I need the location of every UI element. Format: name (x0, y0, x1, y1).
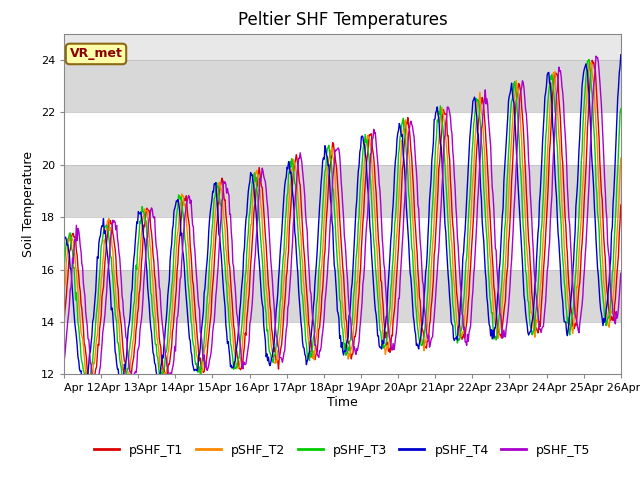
pSHF_T1 (128, 363, 136, 369)
pSHF_T4 (411, 327, 419, 333)
pSHF_T5 (70, 246, 78, 252)
pSHF_T4 (617, 52, 625, 58)
pSHF_T2 (185, 245, 193, 251)
pSHF_T2 (86, 382, 94, 388)
pSHF_T5 (428, 337, 435, 343)
pSHF_T4 (128, 286, 136, 292)
X-axis label: Time: Time (327, 396, 358, 409)
pSHF_T3 (60, 264, 68, 269)
pSHF_T3 (185, 286, 193, 291)
Bar (64, 270, 621, 322)
pSHF_T5 (92, 383, 100, 389)
Bar (64, 217, 621, 270)
pSHF_T2 (428, 268, 435, 274)
pSHF_T5 (214, 264, 222, 270)
pSHF_T4 (185, 326, 193, 332)
pSHF_T3 (214, 183, 222, 189)
Line: pSHF_T1: pSHF_T1 (64, 60, 621, 386)
pSHF_T2 (411, 253, 419, 259)
pSHF_T5 (617, 271, 625, 276)
pSHF_T1 (411, 216, 419, 221)
pSHF_T1 (214, 201, 222, 206)
Bar (64, 165, 621, 217)
pSHF_T5 (60, 359, 68, 364)
pSHF_T3 (428, 233, 435, 239)
Line: pSHF_T5: pSHF_T5 (64, 56, 621, 386)
pSHF_T4 (214, 213, 222, 219)
pSHF_T3 (70, 264, 78, 270)
pSHF_T2 (70, 251, 78, 257)
Title: Peltier SHF Temperatures: Peltier SHF Temperatures (237, 11, 447, 29)
Line: pSHF_T4: pSHF_T4 (64, 55, 621, 390)
pSHF_T5 (592, 53, 600, 59)
Bar (64, 322, 621, 374)
pSHF_T1 (185, 218, 193, 224)
Bar (64, 60, 621, 112)
pSHF_T1 (588, 58, 596, 63)
Text: VR_met: VR_met (70, 48, 122, 60)
pSHF_T2 (588, 60, 595, 65)
pSHF_T1 (60, 319, 68, 325)
pSHF_T4 (60, 233, 68, 239)
pSHF_T4 (70, 311, 78, 316)
pSHF_T2 (60, 293, 68, 299)
pSHF_T3 (84, 387, 92, 393)
pSHF_T3 (411, 286, 419, 291)
pSHF_T5 (185, 192, 193, 198)
pSHF_T4 (79, 387, 87, 393)
pSHF_T2 (617, 155, 625, 161)
pSHF_T5 (411, 146, 419, 152)
Line: pSHF_T2: pSHF_T2 (64, 62, 621, 385)
pSHF_T3 (617, 106, 625, 112)
Y-axis label: Soil Temperature: Soil Temperature (22, 151, 35, 257)
pSHF_T1 (87, 384, 95, 389)
pSHF_T3 (128, 323, 136, 328)
pSHF_T1 (70, 234, 78, 240)
Line: pSHF_T3: pSHF_T3 (64, 60, 621, 390)
pSHF_T5 (128, 380, 136, 386)
pSHF_T1 (428, 304, 435, 310)
Legend: pSHF_T1, pSHF_T2, pSHF_T3, pSHF_T4, pSHF_T5: pSHF_T1, pSHF_T2, pSHF_T3, pSHF_T4, pSHF… (89, 439, 596, 462)
pSHF_T4 (428, 177, 435, 182)
pSHF_T3 (585, 57, 593, 62)
pSHF_T1 (617, 202, 625, 208)
Bar (64, 112, 621, 165)
pSHF_T2 (214, 192, 222, 198)
pSHF_T2 (128, 346, 136, 352)
